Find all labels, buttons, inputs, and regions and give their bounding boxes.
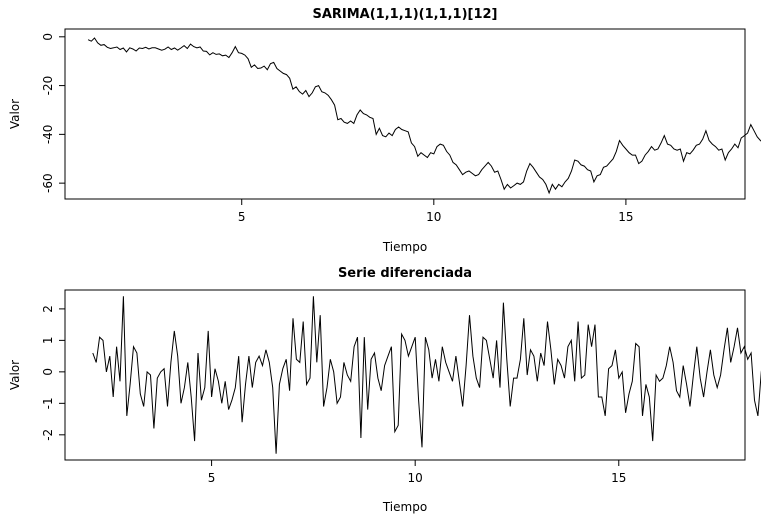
bottom-y-tick-label: -2 [41,429,55,441]
top-x-tick-label: 15 [618,210,633,224]
top-x-ticks: 5 10 15 [238,199,634,224]
bottom-y-tick-label: 0 [41,368,55,376]
bottom-x-axis-label: Tiempo [382,500,427,514]
bottom-x-ticks: 5 10 15 [208,460,626,485]
bottom-x-tick-label: 5 [208,471,216,485]
bottom-y-axis-label: Valor [8,360,22,390]
bottom-y-tick-label: 2 [41,305,55,313]
top-panel: SARIMA(1,1,1)(1,1,1)[12] Tiempo Valor 5 1… [8,7,761,254]
bottom-x-tick-label: 10 [408,471,423,485]
top-y-tick-label: 0 [41,33,55,41]
bottom-series-line [92,296,761,454]
bottom-y-ticks: 2 1 0 -1 -2 [41,305,65,441]
top-y-ticks: 0 -20 -40 -60 [41,33,65,193]
bottom-y-tick-label: 1 [41,337,55,345]
top-x-axis-label: Tiempo [382,240,427,254]
top-y-axis-label: Valor [8,99,22,129]
top-x-tick-label: 5 [238,210,246,224]
top-chart-title: SARIMA(1,1,1)(1,1,1)[12] [312,7,497,22]
top-series-line [87,37,761,195]
top-y-tick-label: -60 [41,173,55,193]
bottom-chart-title: Serie diferenciada [338,266,472,281]
bottom-y-tick-label: -1 [41,397,55,409]
top-plot-frame [64,28,746,200]
top-y-tick-label: -20 [41,76,55,96]
top-x-tick-label: 10 [426,210,441,224]
bottom-plot-frame [64,289,746,461]
bottom-panel: Serie diferenciada Tiempo Valor 5 10 15 21… [8,266,761,514]
top-y-tick-label: -40 [41,125,55,145]
bottom-x-tick-label: 15 [611,471,626,485]
